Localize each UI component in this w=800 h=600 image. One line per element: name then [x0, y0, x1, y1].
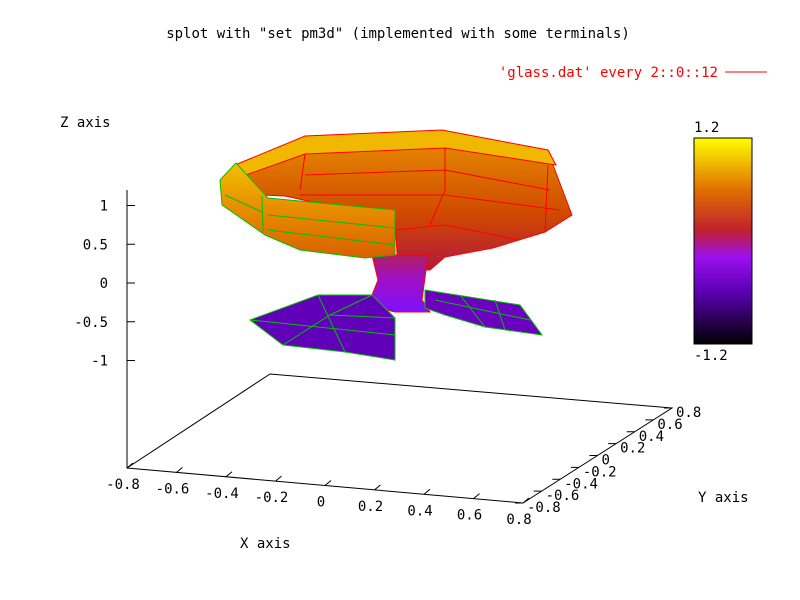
x-tick-label: -0.4: [205, 486, 239, 502]
y-axis-label: Y axis: [698, 490, 749, 506]
x-tick: [423, 488, 431, 495]
x-tick-label: 0.4: [407, 503, 432, 519]
glass-surface: [219, 129, 573, 361]
x-tick-label: 0.8: [506, 512, 531, 528]
x-tick: [225, 471, 233, 478]
foot-right: [424, 289, 544, 336]
bowl-rim-back: [234, 129, 557, 177]
x-tick-label: 0: [317, 495, 325, 511]
z-tick-label: -1: [91, 354, 108, 370]
x-tick-label: -0.6: [156, 481, 190, 497]
bowl-front-mesh: [224, 194, 396, 246]
x-tick: [324, 480, 332, 486]
x-tick: [374, 484, 381, 491]
x-tick: [275, 475, 282, 482]
x-tick-label: 0.6: [457, 508, 482, 524]
y-tick-label: 0.2: [620, 441, 645, 457]
x-tick: [522, 497, 530, 504]
x-axis-label: X axis: [240, 536, 291, 552]
x-tick-label: -0.2: [255, 490, 289, 506]
x-tick: [126, 462, 134, 469]
x-tick-label: 0.2: [358, 499, 383, 515]
bowl-rim-front: [219, 162, 396, 259]
x-tick: [176, 466, 183, 473]
z-tick-label: 0: [100, 276, 108, 292]
colorbar: [693, 137, 753, 345]
legend-label: 'glass.dat' every 2::0::12: [499, 65, 718, 81]
y-tick-label: 0: [602, 453, 610, 469]
foot-right-mesh: [434, 294, 531, 331]
z-tick-label: 0.5: [83, 237, 108, 253]
colorbar-max-label: 1.2: [694, 120, 719, 136]
x-tick-label: -0.8: [106, 477, 140, 493]
z-axis-label: Z axis: [60, 115, 111, 131]
y-tick-label: 0.6: [657, 417, 682, 433]
z-tick-label: -0.5: [74, 315, 108, 331]
y-tick-label: -0.4: [564, 476, 598, 492]
y-tick-label: -0.2: [583, 464, 617, 480]
y-tick-label: -0.8: [527, 500, 561, 516]
y-tick-label: 0.4: [639, 429, 664, 445]
chart-title: splot with "set pm3d" (implemented with …: [166, 26, 630, 42]
y-tick-label: 0.8: [676, 405, 701, 421]
x-tick: [473, 493, 480, 500]
colorbar-min-label: -1.2: [694, 348, 728, 364]
bowl-mesh-lines: [299, 148, 561, 241]
y-tick-label: -0.6: [546, 488, 580, 504]
z-tick-label: 1: [100, 199, 108, 215]
stem: [367, 254, 431, 313]
foot-left-mesh: [249, 294, 396, 353]
